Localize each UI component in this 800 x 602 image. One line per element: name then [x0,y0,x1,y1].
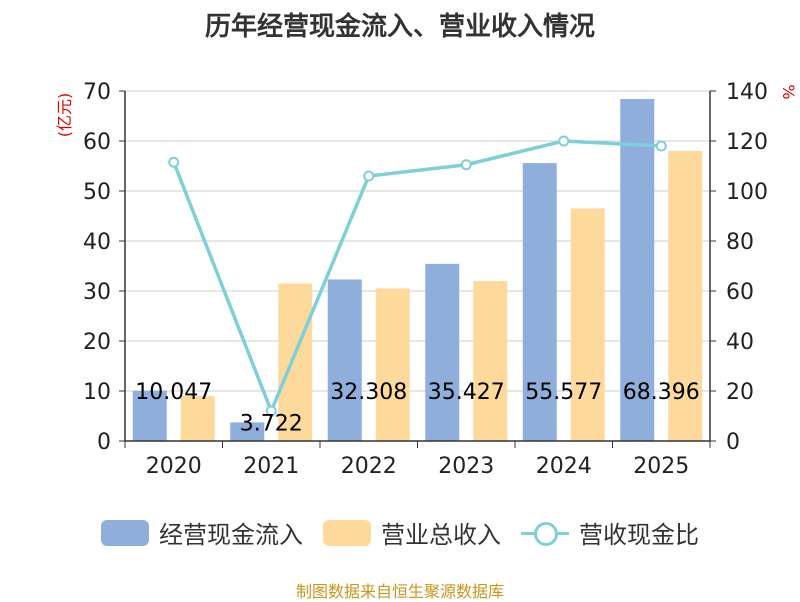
bar-revenue [278,283,313,441]
bar-revenue [668,151,703,441]
y-right-tick-label: 120 [726,130,768,155]
x-tick-label: 2020 [146,454,202,479]
data-label-cash-inflow: 32.308 [330,380,407,405]
data-label-cash-inflow: 68.396 [623,380,700,405]
bar-cash-inflow [132,390,167,441]
legend-swatch-revenue [323,519,371,546]
y-left-tick-label: 0 [97,430,111,455]
y-right-tick-label: 40 [726,330,754,355]
ratio-point [460,159,472,171]
y-right-tick-label: 140 [726,80,768,105]
label-layer: 10.047 3.722 32.308 35.427 55.577 68.396 [135,380,699,436]
y-left-tick-label: 40 [83,230,111,255]
data-label-cash-inflow: 3.722 [240,411,303,436]
axis-layer: 0 10 20 30 40 50 60 70 0 20 40 60 80 100 120 140 2020 202… [83,80,768,479]
ratio-line [172,139,662,416]
x-tick-label: 2023 [438,454,494,479]
bar-cash-inflow [425,263,460,441]
data-label-cash-inflow: 55.577 [525,380,602,405]
legend-label-ratio: 营收现金比 [579,521,699,549]
y-right-tick-label: 80 [726,230,754,255]
y-right-tick-label: 20 [726,380,754,405]
y-left-tick-label: 70 [83,80,111,105]
y-left-axis-label: (亿元) [55,93,74,138]
data-label-cash-inflow: 35.427 [428,380,505,405]
bar-layer [132,99,703,442]
ratio-point [363,170,375,182]
bar-cash-inflow [327,279,362,441]
y-right-tick-label: 60 [726,280,754,305]
bar-cash-inflow [230,422,265,441]
bar-revenue [570,208,605,441]
ratio-point [265,405,277,417]
x-tick-label: 2024 [536,454,592,479]
x-tick-label: 2025 [633,454,689,479]
legend-item-revenue[interactable]: 营业总收入 [323,515,501,550]
legend-label-revenue: 营业总收入 [381,521,501,549]
bar-revenue [473,281,508,441]
data-label-cash-inflow: 10.047 [135,380,212,405]
y-left-tick-label: 20 [83,330,111,355]
y-left-tick-label: 10 [83,380,111,405]
x-tick-label: 2022 [341,454,397,479]
y-left-tick-label: 60 [83,130,111,155]
legend-label-cash-inflow: 经营现金流入 [159,521,303,549]
line-layer [168,135,667,417]
ratio-point [168,156,180,168]
legend: 经营现金流入 营业总收入 营收现金比 [0,515,800,550]
chart-title: 历年经营现金流入、营业收入情况 [204,12,595,42]
bar-revenue [180,396,215,441]
ratio-point [655,140,667,152]
bar-revenue [375,288,410,441]
bar-cash-inflow [522,163,557,442]
x-tick-label: 2021 [243,454,299,479]
legend-item-ratio[interactable]: 营收现金比 [521,515,699,550]
y-left-tick-label: 30 [83,280,111,305]
y-right-tick-label: 100 [726,180,768,205]
bar-cash-inflow [620,99,655,442]
y-left-tick-label: 50 [83,180,111,205]
legend-swatch-ratio [521,520,569,546]
y-right-tick-label: 0 [726,430,740,455]
y-right-axis-label: % [779,84,798,99]
source-note: 制图数据来自恒生聚源数据库 [295,582,504,601]
ratio-point [558,135,570,147]
legend-swatch-cash-inflow [101,519,149,546]
legend-item-cash-inflow[interactable]: 经营现金流入 [101,515,303,550]
